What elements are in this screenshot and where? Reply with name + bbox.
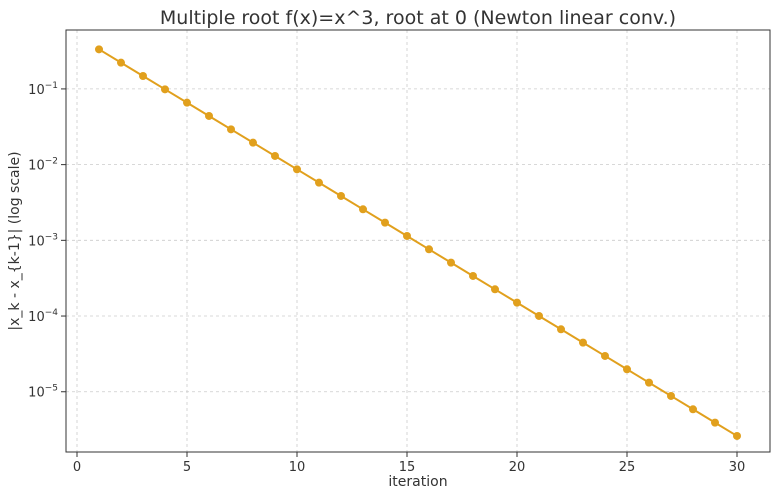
data-point [315, 178, 323, 187]
data-point [447, 258, 455, 267]
y-axis: 10−110−210−310−410−5 [28, 81, 66, 401]
y-axis-label: |x_k - x_{k-1}| (log scale) [7, 151, 23, 330]
x-axis-label: iteration [388, 474, 447, 490]
data-point [359, 205, 367, 214]
series-line [98, 48, 738, 437]
data-point [645, 378, 653, 387]
data-point [469, 271, 477, 280]
data-point [95, 45, 103, 54]
data-point [733, 431, 741, 440]
y-tick-base: 10 [28, 310, 45, 325]
y-tick-base: 10 [28, 83, 45, 98]
data-point [227, 125, 235, 134]
x-tick-label: 15 [399, 460, 416, 475]
plot-frame [65, 29, 771, 453]
y-tick-label: 10−3 [28, 232, 58, 249]
y-tick-exponent: −1 [45, 81, 58, 91]
data-point [513, 298, 521, 307]
data-point [425, 245, 433, 254]
data-point [249, 138, 257, 147]
data-point [337, 191, 345, 200]
x-axis: 0 5 10 15 20 25 30 [73, 452, 745, 475]
y-tick-exponent: −3 [45, 232, 58, 242]
x-tick-label: 5 [183, 460, 191, 475]
x-tick-label: 25 [619, 460, 636, 475]
y-tick-exponent: −5 [45, 384, 58, 394]
y-tick-exponent: −2 [45, 157, 58, 167]
data-point [623, 365, 631, 374]
data-point [183, 98, 191, 107]
y-tick-label: 10−1 [28, 81, 58, 98]
data-point [293, 165, 301, 174]
data-point [689, 405, 697, 414]
x-tick-label: 30 [729, 460, 746, 475]
data-point [491, 285, 499, 294]
y-tick-base: 10 [28, 159, 45, 174]
data-point [557, 325, 565, 334]
data-point [667, 391, 675, 400]
data-point [117, 58, 125, 67]
data-point [139, 72, 147, 81]
y-tick-label: 10−4 [28, 308, 58, 325]
data-point [579, 338, 587, 347]
series [95, 45, 741, 440]
data-point [601, 351, 609, 360]
data-point [205, 111, 213, 120]
y-tick-exponent: −4 [45, 308, 59, 318]
x-tick-label: 20 [509, 460, 526, 475]
data-point [381, 218, 389, 227]
y-tick-label: 10−5 [28, 384, 58, 401]
x-tick-label: 0 [73, 460, 81, 475]
data-point [161, 85, 169, 94]
data-point [711, 418, 719, 427]
x-tick-label: 10 [289, 460, 306, 475]
data-point [403, 231, 411, 240]
data-point [535, 311, 543, 320]
chart-title: Multiple root f(x)=x^3, root at 0 (Newto… [160, 7, 676, 29]
y-tick-label: 10−2 [28, 157, 58, 174]
grid-lines [66, 30, 770, 452]
y-tick-base: 10 [28, 386, 45, 401]
y-tick-base: 10 [28, 234, 45, 249]
data-point [271, 151, 279, 160]
